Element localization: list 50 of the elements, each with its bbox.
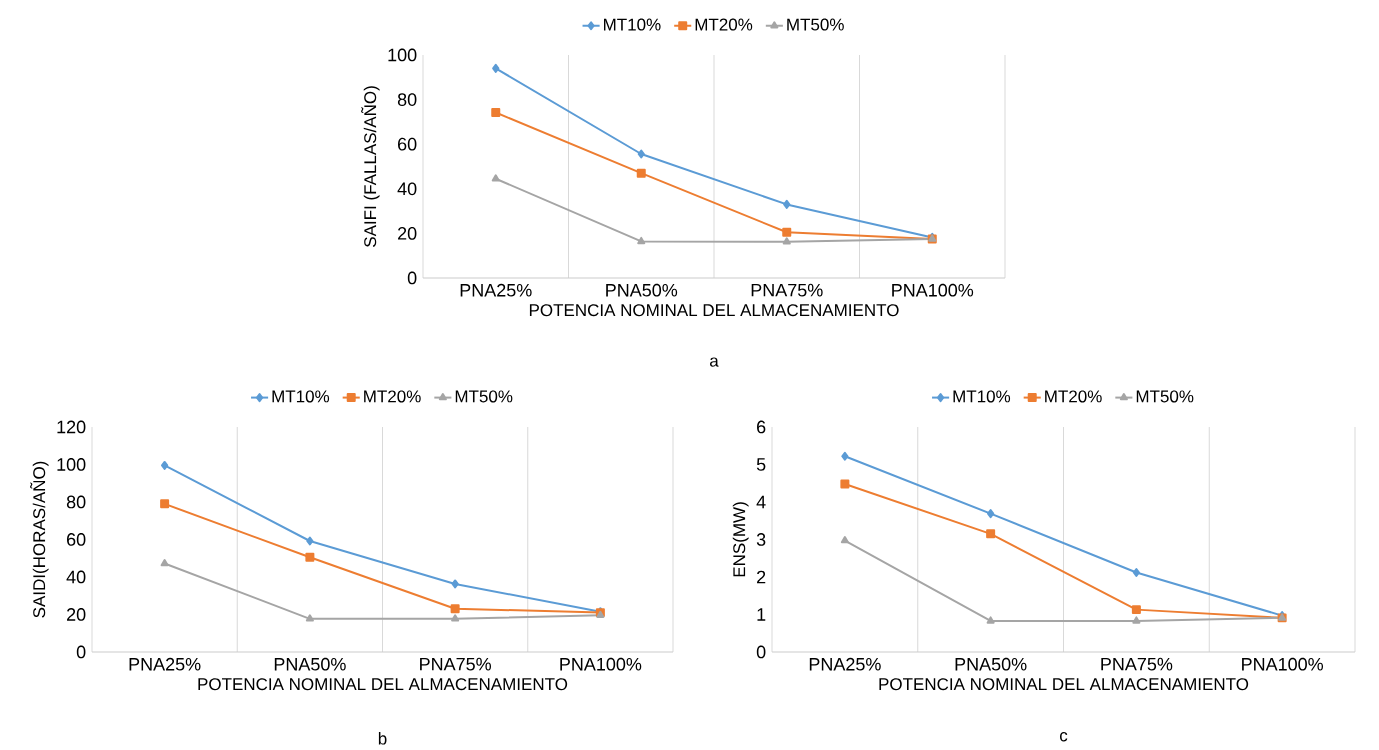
y-tick-label: 20 — [67, 608, 86, 621]
x-axis-title: POTENCIA NOMINAL DEL ALMACENAMIENTO — [529, 304, 899, 317]
x-axis-title: POTENCIA NOMINAL DEL ALMACENAMIENTO — [879, 678, 1249, 691]
legend-label: MT10% — [604, 18, 661, 31]
text: c — [1059, 732, 1068, 742]
legend-label: MT20% — [695, 18, 753, 31]
y-tick-label: 60 — [67, 533, 86, 546]
y-tick-label: 100 — [57, 458, 86, 471]
x-tick-label: PNA25% — [129, 657, 201, 671]
legend-label: MT50% — [455, 390, 513, 403]
y-tick-label: 0 — [756, 645, 766, 659]
legend-label: MT50% — [1136, 390, 1194, 403]
y-tick-label: 4 — [756, 495, 766, 509]
legend-label: MT20% — [1045, 390, 1102, 403]
y-tick-label: 3 — [756, 533, 766, 546]
y-axis-title: ENS(MW) — [732, 502, 749, 577]
x-tick-label: PNA25% — [809, 657, 881, 671]
y-tick-label: 2 — [757, 570, 766, 584]
y-tick-label: 80 — [66, 495, 86, 509]
x-tick-label: PNA50% — [955, 657, 1027, 671]
x-tick-label: PNA100% — [892, 283, 974, 297]
x-tick-label: PNA50% — [274, 657, 346, 671]
y-tick-label: 5 — [756, 458, 766, 471]
y-tick-label: 120 — [57, 420, 86, 434]
x-axis-title: POTENCIA NOMINAL DEL ALMACENAMIENTO — [198, 678, 568, 691]
text: b — [378, 732, 387, 745]
text: a — [710, 357, 719, 367]
x-tick-label: PNA50% — [606, 283, 678, 297]
y-tick-label: 80 — [397, 93, 417, 106]
legend-label: MT10% — [953, 390, 1011, 403]
x-tick-label: PNA75% — [420, 657, 491, 671]
y-tick-label: 1 — [757, 608, 766, 621]
y-tick-label: 40 — [397, 182, 417, 196]
y-tick-label: 6 — [757, 420, 766, 434]
y-tick-label: 20 — [398, 227, 417, 240]
x-tick-label: PNA100% — [560, 657, 642, 671]
x-tick-label: PNA100% — [1242, 657, 1324, 671]
y-axis-title: SAIDI(HORAS/AÑO) — [30, 461, 49, 618]
y-tick-label: 100 — [388, 48, 417, 62]
legend-label: MT20% — [364, 390, 421, 403]
legend-label: MT10% — [272, 390, 330, 403]
y-tick-label: 60 — [398, 137, 417, 151]
x-tick-label: PNA75% — [751, 283, 823, 297]
y-tick-label: 0 — [76, 645, 86, 659]
y-tick-label: 40 — [66, 570, 86, 584]
y-axis-title: SAIFI (FALLAS/AÑO) — [361, 86, 380, 247]
x-tick-label: PNA25% — [460, 283, 532, 297]
legend-label: MT50% — [787, 18, 844, 31]
x-tick-label: PNA75% — [1101, 657, 1173, 671]
y-tick-label: 0 — [407, 271, 417, 285]
